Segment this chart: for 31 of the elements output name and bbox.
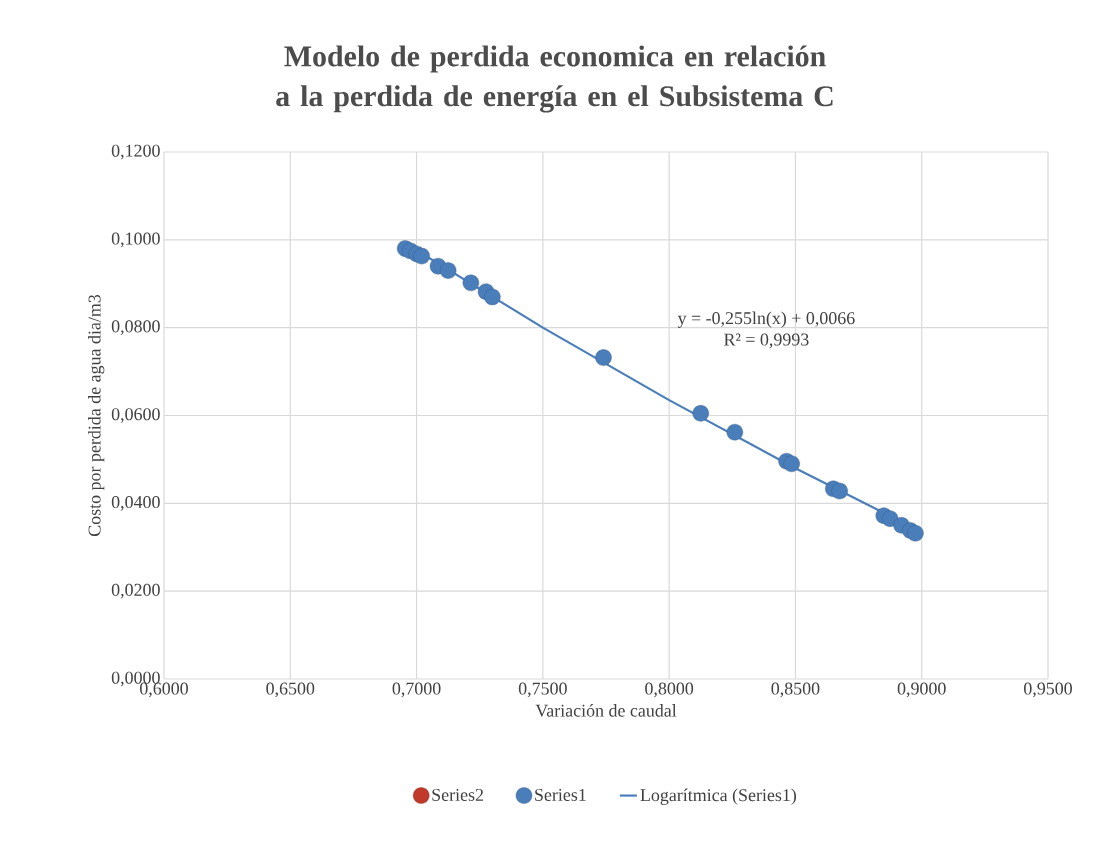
point <box>413 247 430 265</box>
x-tick-label: 0,7500 <box>518 682 567 698</box>
point <box>907 525 924 542</box>
x-tick-label: 0,7000 <box>392 682 441 698</box>
point <box>783 455 800 472</box>
y-tick-label: 0,0800 <box>111 320 160 336</box>
point <box>595 349 612 366</box>
legend-label: Logarítmica (Series1) <box>640 788 797 805</box>
chart-title: Modelo de perdida economica en relación a la perdida de energía en el Subsistema C <box>276 45 833 113</box>
y-tick-label: 0,1200 <box>111 144 160 160</box>
point <box>831 482 848 500</box>
legend-label: Series1 <box>535 788 586 801</box>
point <box>439 262 457 279</box>
point <box>484 288 501 306</box>
annotation: R² = 0,9993 <box>724 333 809 349</box>
y-tick-label: 0,0600 <box>111 408 160 423</box>
x-tick-label: 0,6500 <box>266 682 315 698</box>
legend-label: Series2 <box>432 788 484 801</box>
x-tick-label: 0,8500 <box>771 682 820 698</box>
annotation: y = -0,255ln(x) + 0,0066 <box>677 311 855 328</box>
y-tick-label: 0,0400 <box>111 495 160 511</box>
y-tick-label: 0,0200 <box>111 583 160 599</box>
x-tick-label: 0,9000 <box>897 682 946 698</box>
point <box>692 405 709 422</box>
point <box>462 274 480 292</box>
point <box>726 423 744 441</box>
x-axis-title: Variación de caudal <box>535 704 677 717</box>
y-axis-title: Costo por perdida de agua dia/m3 <box>88 294 105 537</box>
x-tick-label: 0,9500 <box>1024 682 1072 698</box>
x-tick-label: 0,8000 <box>645 682 694 698</box>
y-tick-label: 0,1000 <box>111 232 160 248</box>
